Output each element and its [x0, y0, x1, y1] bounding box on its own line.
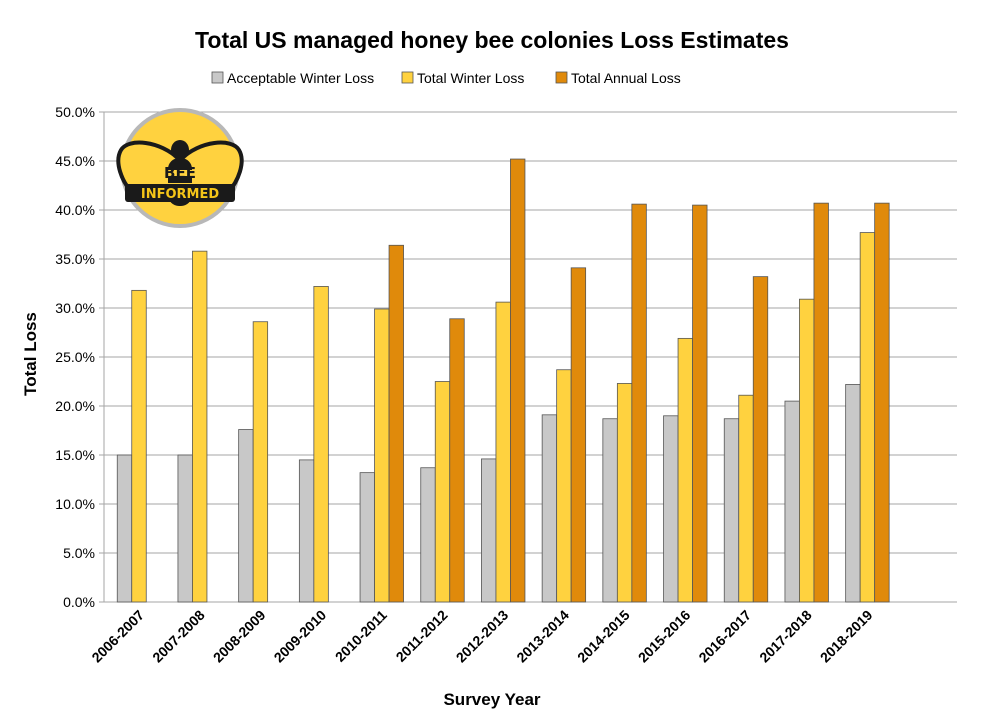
legend: Acceptable Winter Loss Total Winter Loss T…: [211, 70, 681, 86]
legend-label: Total Annual Loss: [571, 70, 681, 86]
bar-acceptable-winter-loss-2013-2014: [541, 414, 558, 603]
bee-informed-logo: BEE INFORMED: [116, 108, 244, 228]
x-axis-label: Survey Year: [443, 690, 540, 709]
y-tick-label: 5.0%: [63, 545, 95, 561]
bar-total-winter-loss-2017-2018: [799, 298, 815, 603]
bar-total-winter-loss-2011-2012: [434, 381, 451, 603]
bar-acceptable-winter-loss-2007-2008: [177, 454, 193, 603]
x-tick-label: 2011-2012: [393, 607, 451, 665]
bar-acceptable-winter-loss-2011-2012: [420, 467, 436, 603]
bar-total-annual-loss-2015-2016: [692, 204, 708, 603]
bar-acceptable-winter-loss-2015-2016: [663, 415, 679, 603]
x-tick-label: 2017-2018: [756, 607, 815, 666]
x-tick-label: 2016-2017: [695, 607, 754, 666]
bar-total-annual-loss-2011-2012: [449, 318, 465, 603]
bar-total-annual-loss-2014-2015: [631, 203, 647, 603]
bar-acceptable-winter-loss-2006-2007: [116, 454, 133, 603]
bar-total-winter-loss-2018-2019: [859, 232, 876, 603]
bar-total-winter-loss-2012-2013: [495, 301, 511, 603]
y-tick-label: 25.0%: [55, 349, 95, 365]
legend-swatch: [401, 71, 414, 84]
bar-total-annual-loss-2010-2011: [388, 244, 404, 603]
y-axis-label: Total Loss: [21, 312, 40, 396]
legend-item: Acceptable Winter Loss: [211, 70, 374, 86]
bar-acceptable-winter-loss-2010-2011: [359, 472, 375, 603]
x-tick-label: 2012-2013: [453, 607, 512, 666]
bar-total-annual-loss-2018-2019: [874, 202, 890, 603]
bar-total-winter-loss-2015-2016: [677, 337, 693, 603]
y-tick-label: 15.0%: [55, 447, 95, 463]
chart-title: Total US managed honey bee colonies Loss…: [195, 27, 789, 53]
bar-acceptable-winter-loss-2012-2013: [481, 458, 497, 603]
x-tick-label: 2018-2019: [817, 607, 876, 666]
y-tick-label: 40.0%: [55, 202, 95, 218]
legend-label: Total Winter Loss: [417, 70, 524, 86]
x-tick-label: 2006-2007: [88, 607, 147, 666]
x-tick-label: 2007-2008: [149, 607, 208, 666]
x-tick-label: 2010-2011: [332, 607, 390, 665]
bar-acceptable-winter-loss-2008-2009: [238, 429, 254, 603]
bar-total-annual-loss-2017-2018: [813, 202, 829, 603]
y-axis-ticks: 0.0% 5.0% 10.0% 15.0% 20.0% 25.0% 30.0% 35.0% 40…: [55, 104, 95, 610]
x-tick-label: 2015-2016: [635, 607, 694, 666]
bar-acceptable-winter-loss-2014-2015: [602, 418, 618, 603]
legend-swatch: [555, 71, 568, 84]
legend-label: Acceptable Winter Loss: [227, 70, 374, 86]
bars: [116, 158, 890, 603]
bar-total-winter-loss-2008-2009: [252, 321, 269, 603]
bee-icon: [116, 140, 244, 206]
bar-total-winter-loss-2013-2014: [556, 369, 572, 603]
y-tick-label: 45.0%: [55, 153, 95, 169]
bar-total-winter-loss-2009-2010: [313, 286, 329, 603]
bar-acceptable-winter-loss-2018-2019: [845, 384, 861, 603]
y-tick-label: 50.0%: [55, 104, 95, 120]
bar-total-winter-loss-2010-2011: [374, 308, 390, 603]
bar-total-winter-loss-2006-2007: [131, 289, 147, 603]
bar-total-annual-loss-2012-2013: [510, 158, 526, 603]
y-tick-label: 20.0%: [55, 398, 95, 414]
x-tick-label: 2014-2015: [574, 607, 633, 666]
legend-item: Total Annual Loss: [555, 70, 681, 86]
bar-total-winter-loss-2016-2017: [738, 394, 754, 603]
y-tick-label: 10.0%: [55, 496, 95, 512]
legend-swatch: [211, 71, 224, 84]
bar-total-annual-loss-2016-2017: [752, 276, 769, 603]
bar-total-winter-loss-2014-2015: [616, 383, 633, 603]
x-tick-label: 2008-2009: [210, 607, 269, 666]
bar-total-annual-loss-2013-2014: [570, 267, 587, 603]
bar-total-winter-loss-2007-2008: [192, 250, 208, 603]
legend-item: Total Winter Loss: [401, 70, 524, 86]
y-tick-label: 0.0%: [63, 594, 95, 610]
x-tick-label: 2009-2010: [271, 607, 330, 666]
y-tick-label: 35.0%: [55, 251, 95, 267]
logo-top-text: BEE: [164, 164, 196, 182]
bar-acceptable-winter-loss-2017-2018: [784, 400, 800, 603]
y-tick-label: 30.0%: [55, 300, 95, 316]
logo-bottom-text: INFORMED: [141, 187, 219, 202]
x-tick-label: 2013-2014: [513, 607, 572, 666]
bar-acceptable-winter-loss-2009-2010: [298, 459, 315, 603]
x-axis-ticks: 2006-2007 2007-2008 2008-2009 2009-2010 2010…: [88, 607, 875, 666]
bar-acceptable-winter-loss-2016-2017: [723, 418, 740, 603]
